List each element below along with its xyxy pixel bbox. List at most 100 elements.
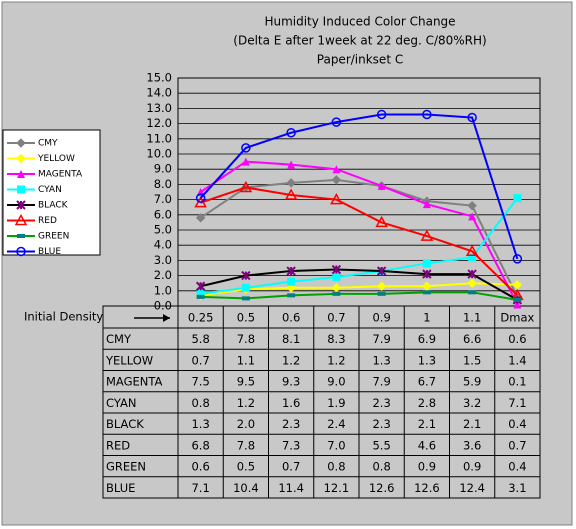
marker xyxy=(422,259,431,268)
series-line xyxy=(200,291,518,301)
table-cell: 6.6 xyxy=(463,332,481,346)
legend-label: RED xyxy=(38,216,57,226)
table-cell: 7.3 xyxy=(282,438,300,452)
marker xyxy=(16,153,26,164)
table-cell: 6.9 xyxy=(418,332,436,346)
table-cell: 1.3 xyxy=(372,353,390,367)
table-cell: 7.8 xyxy=(237,438,255,452)
marker xyxy=(286,283,296,293)
table-cell: 0.1 xyxy=(508,375,526,389)
marker xyxy=(422,109,432,120)
marker xyxy=(330,193,343,205)
y-tick-label: 4.0 xyxy=(154,238,172,252)
y-tick-label: 13.0 xyxy=(146,101,172,115)
table-cell: 0.4 xyxy=(508,460,526,474)
marker xyxy=(513,194,522,203)
marker xyxy=(16,200,26,210)
marker xyxy=(332,165,341,174)
marker xyxy=(196,294,205,299)
table-cell: 12.4 xyxy=(459,481,485,495)
y-tick-label: 14.0 xyxy=(146,86,172,100)
table-cell: 1.9 xyxy=(327,396,345,410)
y-tick-label: 1.0 xyxy=(154,283,172,297)
marker xyxy=(422,200,431,209)
marker xyxy=(196,289,205,298)
marker xyxy=(241,283,250,292)
marker xyxy=(376,266,387,276)
table-cell: 5.8 xyxy=(191,332,209,346)
table-cell: 12.1 xyxy=(324,481,350,495)
table-cell: 7.1 xyxy=(508,396,526,410)
x-tick-label: 0.7 xyxy=(327,311,345,325)
legend-label: CMY xyxy=(38,139,58,149)
marker xyxy=(512,254,523,264)
y-tick-label: 8.0 xyxy=(154,177,172,191)
marker xyxy=(16,246,26,257)
marker xyxy=(14,213,28,226)
table-cell: 0.6 xyxy=(508,332,526,346)
marker xyxy=(241,296,250,301)
marker xyxy=(332,273,341,282)
table-cell: 0.5 xyxy=(237,460,255,474)
table-cell: 1.3 xyxy=(191,417,209,431)
table-cell: 9.0 xyxy=(327,375,345,389)
marker xyxy=(467,200,477,211)
table-row-label: YELLOW xyxy=(105,353,153,367)
table-cell: 2.1 xyxy=(418,417,436,431)
series-line xyxy=(200,186,519,297)
table-cell: 6.8 xyxy=(191,438,209,452)
series-line xyxy=(200,160,519,305)
marker xyxy=(287,277,296,286)
arrow-head xyxy=(163,314,170,322)
table-cell: 3.1 xyxy=(508,481,526,495)
y-tick-label: 12.0 xyxy=(146,116,172,130)
x-axis-label: Initial Density xyxy=(24,310,103,324)
marker xyxy=(331,264,342,275)
marker xyxy=(422,281,432,291)
table-cell: 2.3 xyxy=(372,417,390,431)
table-cell: 1.2 xyxy=(327,353,345,367)
chart-subtitle: (Delta E after 1week at 22 deg. C/80%RH) xyxy=(233,34,486,48)
table-row-label: BLUE xyxy=(106,481,135,495)
table-cell: 0.8 xyxy=(327,460,345,474)
table-cell: 4.6 xyxy=(418,438,436,452)
legend-label: YELLOW xyxy=(37,154,75,164)
marker xyxy=(467,112,477,123)
table-cell: 9.5 xyxy=(237,375,255,389)
marker xyxy=(377,181,386,190)
table-cell: 0.8 xyxy=(372,460,390,474)
marker xyxy=(376,109,387,120)
table-cell: 2.1 xyxy=(463,417,481,431)
marker xyxy=(17,185,25,194)
table-cell: 1.5 xyxy=(463,353,481,367)
table-cell: 9.3 xyxy=(282,375,300,389)
y-tick-label: 6.0 xyxy=(154,207,172,221)
table-row-label: CMY xyxy=(106,332,132,346)
marker xyxy=(241,270,251,281)
table-cell: 5.5 xyxy=(372,438,390,452)
table-cell: 1.4 xyxy=(508,353,526,367)
marker xyxy=(513,300,522,309)
table-row-label: RED xyxy=(106,438,130,452)
y-tick-label: 2.0 xyxy=(154,268,172,282)
marker xyxy=(286,127,296,138)
table-row-label: MAGENTA xyxy=(106,375,162,389)
y-tick-label: 9.0 xyxy=(154,162,172,176)
table-cell: 7.9 xyxy=(372,375,390,389)
y-tick-label: 5.0 xyxy=(154,223,172,237)
x-tick-label: 0.6 xyxy=(282,311,300,325)
table-cell: 8.1 xyxy=(282,332,300,346)
marker xyxy=(468,253,477,262)
x-tick-label: 0.25 xyxy=(188,311,214,325)
table-cell: 1.6 xyxy=(282,396,300,410)
marker xyxy=(468,212,477,221)
chart-title: Humidity Induced Color Change xyxy=(264,15,455,29)
table-cell: 11.4 xyxy=(278,481,304,495)
table-cell: 2.3 xyxy=(282,417,300,431)
series-line xyxy=(200,197,519,295)
table-cell: 5.9 xyxy=(463,375,481,389)
legend-label: CYAN xyxy=(38,185,62,195)
legend-label: BLUE xyxy=(38,247,61,257)
table-cell: 7.8 xyxy=(237,332,255,346)
marker xyxy=(331,117,342,127)
